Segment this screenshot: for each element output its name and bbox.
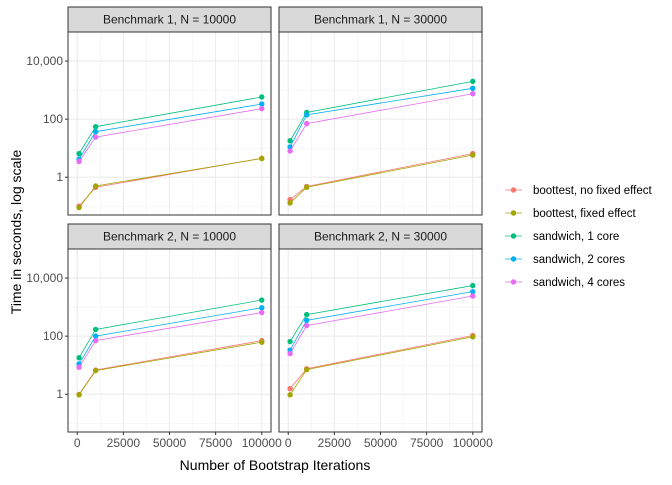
legend-item: sandwich, 2 cores: [505, 254, 625, 266]
x-tick-label: 50000: [153, 436, 187, 450]
data-point: [303, 184, 310, 190]
facet-panel: Benchmark 2, N = 10000 1 100 10,000 0 25000 50…: [26, 223, 282, 450]
legend-key-point: [510, 256, 517, 262]
x-tick-label: 0: [285, 436, 292, 450]
data-point: [303, 322, 310, 329]
y-tick-label: 1: [56, 170, 63, 184]
data-point: [303, 366, 310, 373]
legend-item: sandwich, 1 core: [505, 231, 619, 243]
facet-strip: [67, 6, 272, 33]
data-point: [92, 183, 99, 189]
facet-strip: [278, 223, 483, 250]
data-point: [303, 120, 310, 127]
legend-label: sandwich, 2 cores: [533, 254, 625, 266]
x-tick-label: 100000: [242, 436, 282, 450]
x-tick-label: 75000: [410, 436, 444, 450]
data-point: [92, 367, 99, 374]
data-point: [92, 128, 99, 135]
legend: boottest, no fixed effect boottest, fixed…: [505, 185, 653, 289]
data-point: [470, 293, 476, 299]
x-tick-label: 25000: [107, 436, 141, 450]
legend-item: boottest, no fixed effect: [505, 185, 653, 197]
data-point: [76, 158, 82, 165]
data-point: [76, 150, 82, 157]
facet-panel: Benchmark 1, N = 10000 1 100 10,000: [26, 6, 272, 216]
legend-key-point: [510, 210, 517, 216]
legend-label: boottest, no fixed effect: [533, 185, 653, 197]
x-tick-label: 100000: [453, 436, 493, 450]
facet-strip-label: Benchmark 1, N = 10000: [103, 13, 236, 27]
data-point: [92, 337, 99, 344]
y-tick-label: 100: [43, 112, 63, 126]
facet-strip: [278, 6, 483, 33]
data-point: [287, 148, 293, 154]
data-point: [259, 94, 265, 100]
data-point: [92, 123, 99, 130]
legend-key-point: [510, 233, 517, 239]
gridlines: [279, 31, 482, 215]
x-tick-label: 0: [74, 436, 81, 450]
legend-item: sandwich, 4 cores: [505, 277, 625, 289]
data-point: [76, 355, 82, 361]
facet-strip: [67, 223, 272, 250]
data-point: [92, 134, 99, 140]
data-point: [287, 338, 293, 345]
data-point: [470, 152, 476, 158]
data-point: [303, 112, 310, 118]
data-point: [287, 385, 293, 392]
x-tick-label: 50000: [364, 436, 398, 450]
data-point: [470, 78, 476, 85]
x-tick-label: 75000: [199, 436, 233, 450]
data-point: [287, 200, 293, 206]
data-point: [92, 333, 99, 339]
data-point: [470, 282, 476, 289]
data-point: [287, 138, 293, 144]
facet-strip-label: Benchmark 2, N = 10000: [103, 230, 236, 244]
data-point: [303, 317, 310, 324]
facet-strip-label: Benchmark 1, N = 30000: [314, 13, 447, 27]
x-axis-title: Number of Bootstrap Iterations: [180, 457, 371, 473]
facet-panel: Benchmark 1, N = 30000: [278, 6, 483, 216]
data-point: [259, 105, 265, 112]
y-tick-label: 1: [56, 387, 63, 401]
legend-label: sandwich, 1 core: [533, 231, 619, 243]
data-point: [259, 339, 265, 345]
data-point: [259, 305, 265, 311]
data-point: [259, 309, 265, 316]
data-point: [259, 297, 265, 303]
data-point: [259, 101, 265, 107]
data-point: [470, 85, 476, 92]
data-point: [470, 288, 476, 295]
legend-key-point: [510, 187, 517, 193]
y-tick-label: 100: [43, 329, 63, 343]
legend-label: boottest, fixed effect: [533, 208, 637, 220]
legend-label: sandwich, 4 cores: [533, 277, 625, 289]
y-tick-label: 10,000: [26, 271, 63, 285]
facet-panel: Benchmark 2, N = 30000 0 25000 50000 75000 10…: [278, 223, 493, 450]
data-point: [303, 311, 310, 318]
y-tick-label: 10,000: [26, 54, 63, 68]
legend-item: boottest, fixed effect: [505, 208, 637, 220]
y-axis-title: Time in seconds, log scale: [8, 150, 24, 315]
x-tick-label: 25000: [318, 436, 352, 450]
data-point: [76, 204, 82, 211]
data-point: [259, 155, 265, 162]
legend-key-point: [510, 279, 517, 285]
data-point: [287, 392, 293, 398]
data-point: [76, 392, 82, 398]
data-point: [287, 350, 293, 357]
data-point: [470, 334, 476, 340]
data-point: [76, 364, 82, 370]
data-point: [92, 326, 99, 333]
facet-strip-label: Benchmark 2, N = 30000: [314, 230, 447, 244]
data-point: [470, 91, 476, 97]
